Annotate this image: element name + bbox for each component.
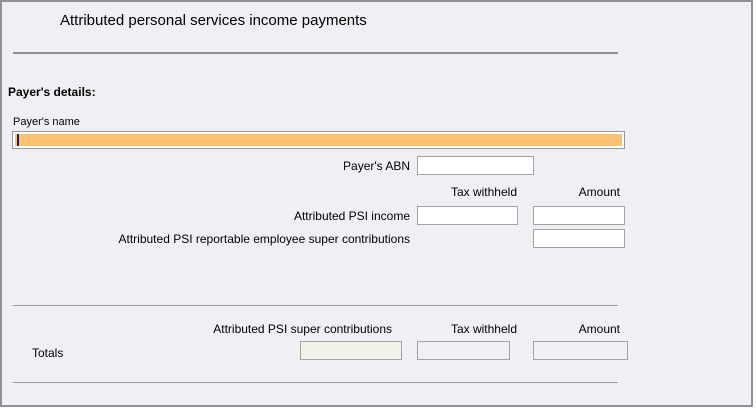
totals-top-divider: [13, 305, 618, 306]
totals-tax-withheld-field: [417, 341, 510, 360]
payer-name-highlight: [15, 134, 622, 146]
totals-label: Totals: [32, 346, 64, 360]
bottom-divider: [13, 382, 618, 383]
title-divider: [13, 52, 618, 54]
payer-name-label: Payer's name: [13, 116, 80, 128]
payers-details-heading: Payer's details:: [8, 85, 96, 99]
totals-amount-field: [533, 341, 628, 360]
psi-income-amount-input[interactable]: [533, 206, 625, 225]
column-header-amount: Amount: [578, 185, 620, 199]
attributed-psi-income-label: Attributed PSI income: [293, 209, 410, 223]
totals-super-contributions-field: [300, 341, 402, 360]
page-title: Attributed personal services income paym…: [60, 12, 367, 29]
payer-abn-input[interactable]: [417, 156, 534, 175]
totals-header-amount: Amount: [578, 322, 620, 336]
column-header-tax-withheld: Tax withheld: [450, 185, 517, 199]
totals-header-tax-withheld: Tax withheld: [450, 322, 517, 336]
psi-reportable-super-label: Attributed PSI reportable employee super…: [118, 232, 411, 246]
psi-income-tax-withheld-input[interactable]: [417, 206, 518, 225]
psi-reportable-super-amount-input[interactable]: [533, 229, 625, 248]
payer-abn-label: Payer's ABN: [343, 159, 410, 173]
totals-header-super-contributions: Attributed PSI super contributions: [213, 322, 392, 336]
text-cursor-icon: [17, 134, 19, 146]
payer-name-input[interactable]: [12, 131, 625, 149]
